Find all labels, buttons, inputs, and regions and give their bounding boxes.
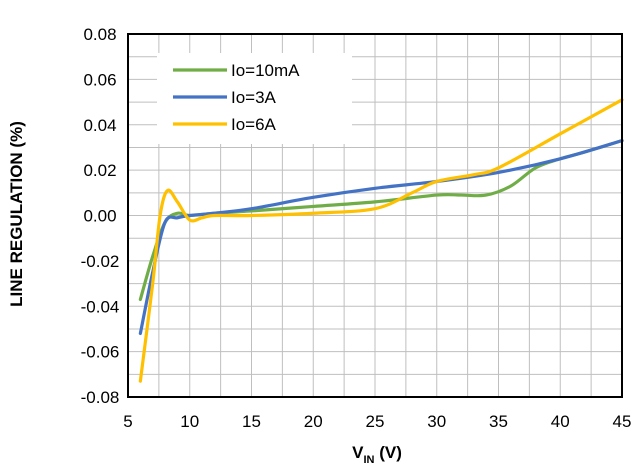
x-axis-title-main: V: [352, 443, 364, 462]
x-tick-label: 20: [304, 412, 323, 431]
y-tick-label: 0.04: [83, 116, 116, 135]
y-tick-label: -0.08: [81, 388, 120, 407]
x-axis-title-unit: (V): [374, 443, 401, 462]
x-tick-label: 40: [551, 412, 570, 431]
plot-frame: [127, 33, 623, 398]
series-line-1: [138, 139, 624, 302]
x-tick-label: 5: [123, 412, 132, 431]
x-tick-labels: 5 10 15 20 25 30 35 40 45: [123, 412, 631, 431]
y-axis-title: LINE REGULATION (%): [7, 121, 26, 307]
legend-label: Io=6A: [231, 115, 277, 134]
x-axis-title-sub: IN: [363, 454, 374, 465]
series-line-3: [138, 98, 624, 383]
y-tick-label: 0.08: [83, 25, 116, 44]
y-tick-labels: -0.08 -0.06 -0.04 -0.02 0.00 0.02 0.04 0.06 0.08: [81, 25, 120, 407]
x-tick-label: 30: [427, 412, 446, 431]
legend-label: Io=10mA: [231, 61, 300, 80]
legend-label: Io=3A: [231, 88, 277, 107]
y-tick-label: 0.00: [83, 207, 116, 226]
y-tick-label: 0.06: [83, 70, 116, 89]
x-tick-label: 10: [180, 412, 199, 431]
y-tick-label: -0.02: [81, 252, 120, 271]
x-axis-title: VIN (V): [352, 443, 402, 465]
y-tick-label: 0.02: [83, 161, 116, 180]
series-line-2: [138, 139, 624, 336]
y-tick-label: -0.04: [81, 297, 120, 316]
y-tick-label: -0.06: [81, 343, 120, 362]
x-tick-label: 35: [489, 412, 508, 431]
series-lines: [138, 98, 624, 383]
legend: Io=10mA Io=3A Io=6A: [157, 53, 352, 144]
x-tick-label: 45: [613, 412, 632, 431]
x-tick-label: 15: [242, 412, 261, 431]
x-tick-label: 25: [366, 412, 385, 431]
